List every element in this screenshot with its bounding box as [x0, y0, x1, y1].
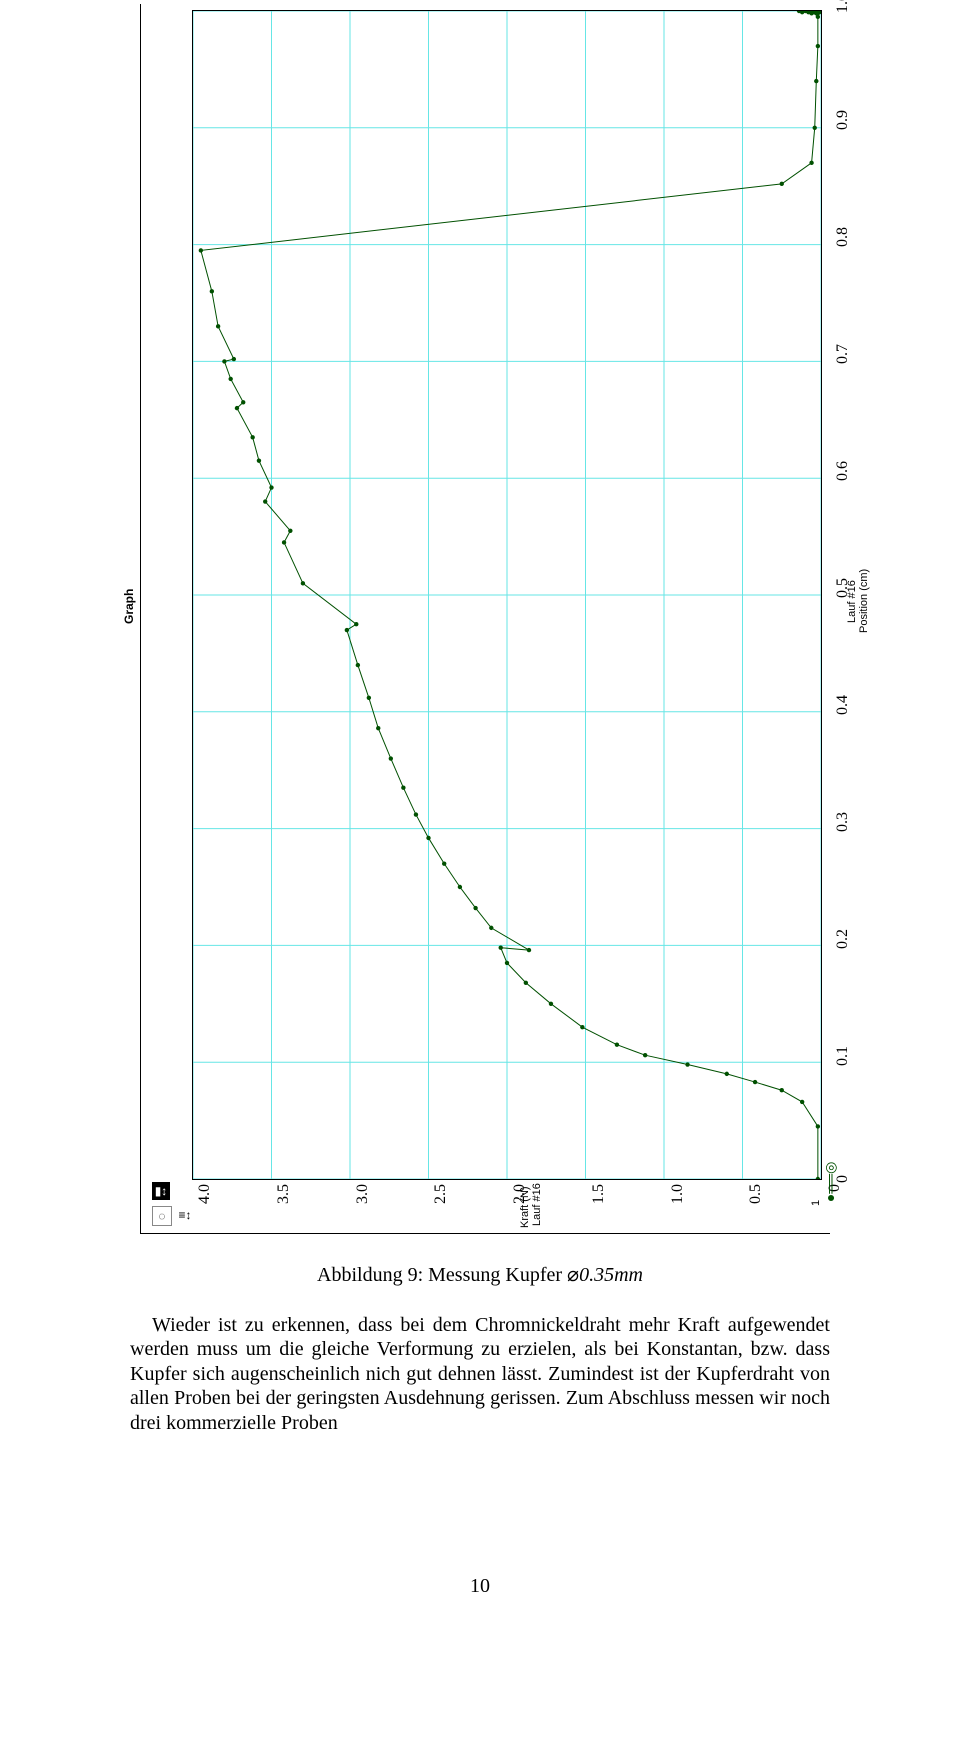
graph-toolbar: ◌ ≡↕ ▮↕	[152, 1182, 194, 1226]
y-tick-label: 4.0	[196, 1184, 214, 1204]
y-tick-label: 1.0	[669, 1184, 687, 1204]
y-tick-label: 0.5	[747, 1184, 765, 1204]
x-tick-label: 0.1	[834, 1046, 852, 1066]
caption-value: 0.35mm	[579, 1264, 643, 1286]
x-tick-label: 0.4	[834, 695, 852, 715]
tool-menu-icon[interactable]: ≡↕	[176, 1206, 194, 1224]
y-axis-title: Kraft (N)	[519, 1186, 531, 1228]
y-tick-label: 3.0	[354, 1184, 372, 1204]
figure-container: Graph ◌ ≡↕ ▮↕ 00.51.01.52.02.53.03.54.0 …	[130, 4, 830, 1234]
x-tick-label: 1.0	[834, 0, 852, 13]
page-number: 10	[130, 1575, 830, 1598]
chart-plot-area	[192, 10, 822, 1180]
y-axis-run-label: Lauf #16	[531, 1183, 543, 1226]
x-tick-label: 0.8	[834, 227, 852, 247]
graph-title: Graph	[122, 589, 136, 624]
chart-svg	[193, 11, 821, 1179]
caption-prefix: Abbildung 9: Messung Kupfer	[317, 1264, 567, 1286]
y-tick-label: 2.5	[432, 1184, 450, 1204]
x-axis-title: Position (cm)	[858, 569, 870, 633]
x-axis-run-label: Lauf #16	[846, 580, 858, 623]
x-tick-label: 0.9	[834, 110, 852, 130]
body-paragraph: Wieder ist zu erkennen, dass bei dem Chr…	[130, 1313, 830, 1435]
x-tick-label: 0.6	[834, 461, 852, 481]
legend-item: 1 ●══◎	[810, 1162, 839, 1206]
y-tick-label: 3.5	[275, 1184, 293, 1204]
y-tick-label: 1.5	[590, 1184, 608, 1204]
diameter-icon: ⌀	[567, 1264, 579, 1286]
x-tick-label: 0.2	[834, 929, 852, 949]
tool-circle-icon[interactable]: ◌	[152, 1206, 172, 1226]
legend-label: 1	[810, 1200, 822, 1206]
figure-caption: Abbildung 9: Messung Kupfer ⌀0.35mm	[130, 1262, 830, 1287]
x-tick-label: 0.7	[834, 344, 852, 364]
tool-pin-icon[interactable]: ▮↕	[152, 1182, 170, 1200]
x-tick-label: 0.3	[834, 812, 852, 832]
